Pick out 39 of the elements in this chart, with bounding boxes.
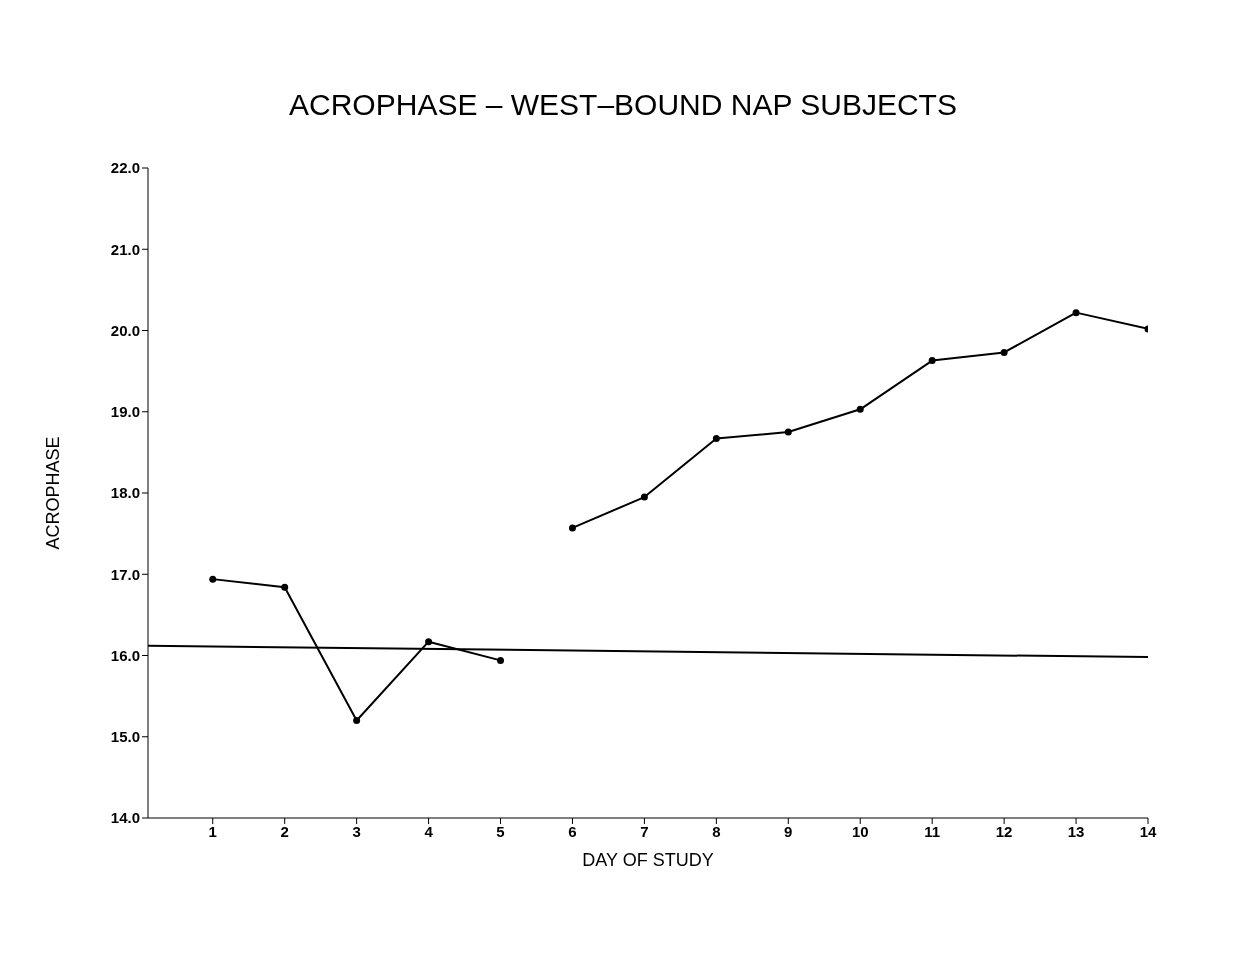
point	[568, 524, 576, 532]
point	[928, 357, 936, 365]
y-tick-label: 21.0	[110, 240, 140, 258]
chart-title: ACROPHASE – WEST–BOUND NAP SUBJECTS	[288, 87, 958, 123]
y-tick-label: 15.0	[110, 728, 140, 746]
x-tick-label: 4	[424, 822, 434, 840]
point	[209, 575, 217, 583]
point	[712, 435, 720, 443]
y-axis-title: ACROPHASE	[43, 436, 64, 550]
y-tick-label: 18.0	[110, 484, 140, 502]
x-tick-label: 12	[995, 822, 1013, 840]
x-tick-label: 1	[208, 822, 217, 840]
point	[1072, 309, 1080, 317]
y-tick-label: 17.0	[110, 565, 140, 583]
point	[425, 638, 433, 646]
x-tick-label: 9	[784, 822, 793, 840]
x-axis-title: DAY OF STUDY	[582, 850, 714, 870]
x-tick-label: 10	[851, 822, 869, 840]
x-tick-label: 11	[924, 822, 941, 840]
x-tick-label: 6	[568, 822, 577, 840]
point	[784, 428, 792, 436]
point	[1000, 348, 1008, 356]
point	[281, 583, 289, 591]
point	[856, 405, 864, 413]
x-tick-label: 13	[1067, 822, 1085, 840]
x-tick-label: 5	[496, 822, 505, 840]
x-tick-label: 2	[280, 822, 289, 840]
point	[497, 656, 505, 664]
y-tick-label: 16.0	[110, 646, 140, 664]
y-tick-label: 20.0	[110, 321, 140, 339]
y-tick-label: 22.0	[110, 159, 140, 177]
x-tick-label: 8	[712, 822, 721, 840]
x-tick-label: 3	[352, 822, 361, 840]
point	[640, 493, 648, 501]
x-tick-label: 7	[640, 822, 649, 840]
y-tick-label: 19.0	[110, 403, 140, 421]
x-tick-label: 14	[1139, 822, 1157, 840]
y-tick-label: 14.0	[110, 809, 140, 827]
point	[353, 717, 361, 724]
